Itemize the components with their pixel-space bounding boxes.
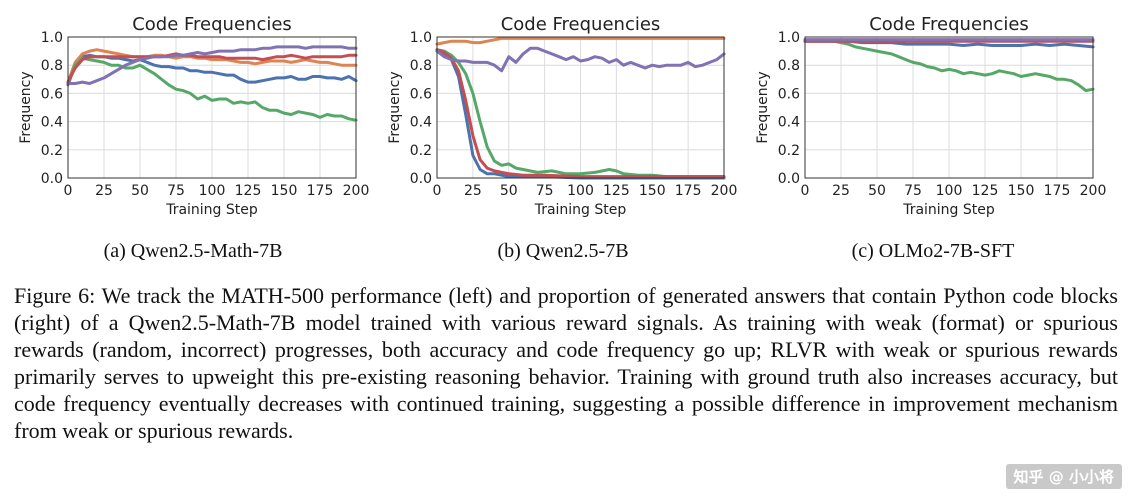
x-tick-label: 50 [131, 183, 149, 199]
series-line-purple [435, 46, 726, 73]
series-line-red [435, 48, 726, 179]
series-line-green [66, 56, 358, 122]
y-tick-label: 1.0 [41, 30, 63, 46]
x-tick-label: 150 [639, 183, 666, 199]
y-tick-label: 0.8 [778, 58, 800, 74]
x-tick-label: 200 [343, 183, 370, 199]
y-tick-label: 0.0 [778, 171, 800, 187]
y-tick-label: 0.4 [41, 115, 63, 131]
x-tick-label: 200 [1080, 183, 1107, 199]
y-tick-label: 0.4 [410, 115, 432, 131]
x-tick-label: 175 [307, 183, 334, 199]
watermark: 知乎 @ 小小将 [1005, 464, 1122, 489]
y-tick-label: 0.8 [410, 58, 432, 74]
plot-frame [436, 36, 725, 179]
y-axis-label: Frequency [18, 71, 34, 143]
x-tick-label: 200 [711, 183, 738, 199]
series-line-purple [66, 45, 358, 85]
x-axis-label: Training Step [534, 202, 627, 218]
x-tick-label: 50 [868, 183, 886, 199]
y-tick-label: 0.0 [41, 171, 63, 187]
chart-title: Code Frequencies [132, 14, 292, 35]
x-tick-label: 0 [801, 183, 810, 199]
y-tick-label: 0.6 [778, 86, 800, 102]
y-tick-label: 0.2 [410, 143, 432, 159]
y-tick-label: 0.8 [41, 58, 63, 74]
x-tick-label: 75 [167, 183, 185, 199]
y-tick-label: 1.0 [778, 30, 800, 46]
subcaption-c: (c) OLMo2-7B-SFT [851, 240, 1015, 262]
x-tick-label: 125 [235, 183, 262, 199]
x-tick-label: 125 [603, 183, 630, 199]
x-tick-label: 75 [536, 183, 554, 199]
series-line-orange [66, 48, 358, 84]
y-tick-label: 0.4 [778, 115, 800, 131]
chart-panel-0: 0 25 50 75 100 125 150 175 200 0.0 0.2 0.4 0.6 0.8 1.0… [18, 14, 369, 218]
x-tick-label: 0 [433, 183, 442, 199]
y-tick-label: 0.2 [778, 143, 800, 159]
x-tick-label: 25 [95, 183, 113, 199]
x-tick-label: 50 [500, 183, 518, 199]
x-tick-label: 25 [464, 183, 482, 199]
y-tick-label: 1.0 [410, 30, 432, 46]
figure-panels: 0 25 50 75 100 125 150 175 200 0.0 0.2 0.4 0.6 0.8 1.0… [18, 14, 1106, 218]
x-tick-label: 125 [972, 183, 999, 199]
subcaption-b: (b) Qwen2.5-7B [497, 240, 629, 262]
x-tick-label: 175 [675, 183, 702, 199]
series-line-red [66, 52, 358, 84]
x-tick-label: 175 [1044, 183, 1071, 199]
x-tick-label: 150 [271, 183, 298, 199]
chart-panel-1: 0 25 50 75 100 125 150 175 200 0.0 0.2 0.4 0.6 0.8 1.0… [387, 14, 737, 218]
series-line-orange [435, 36, 726, 46]
figure-caption: Figure 6: We track the MATH-500 performa… [14, 283, 1118, 443]
chart-panel-2: 0 25 50 75 100 125 150 175 200 0.0 0.2 0.4 0.6 0.8 1.0… [755, 14, 1106, 218]
y-tick-label: 0.0 [410, 171, 432, 187]
x-tick-label: 75 [904, 183, 922, 199]
subcaption-a: (a) Qwen2.5-Math-7B [103, 240, 283, 262]
y-tick-label: 0.6 [41, 86, 63, 102]
plot-frame [804, 36, 1094, 179]
y-tick-label: 0.2 [41, 143, 63, 159]
plot-frame [67, 36, 357, 179]
x-axis-label: Training Step [165, 202, 258, 218]
chart-title: Code Frequencies [869, 14, 1029, 35]
x-tick-label: 150 [1008, 183, 1035, 199]
series-line-green [803, 39, 1095, 93]
x-tick-label: 25 [832, 183, 850, 199]
x-axis-label: Training Step [902, 202, 995, 218]
y-axis-label: Frequency [755, 71, 771, 143]
x-tick-label: 100 [936, 183, 963, 199]
x-tick-label: 100 [199, 183, 226, 199]
y-tick-label: 0.6 [410, 86, 432, 102]
x-tick-label: 100 [567, 183, 594, 199]
y-axis-label: Frequency [387, 71, 403, 143]
x-tick-label: 0 [64, 183, 73, 199]
chart-title: Code Frequencies [501, 14, 661, 35]
